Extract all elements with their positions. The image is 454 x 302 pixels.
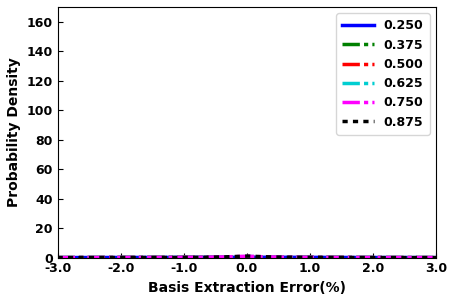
0.750 <box>217 255 222 259</box>
0.625 <box>55 256 60 259</box>
0.500 <box>244 255 249 259</box>
Legend: 0.250, 0.375, 0.500, 0.625, 0.750, 0.875: 0.250, 0.375, 0.500, 0.625, 0.750, 0.875 <box>336 13 430 135</box>
0.250 <box>426 256 431 259</box>
0.375 <box>433 256 439 259</box>
Line: 0.250: 0.250 <box>58 257 436 258</box>
Line: 0.750: 0.750 <box>58 256 436 258</box>
0.750 <box>98 256 104 259</box>
0.250 <box>55 256 60 259</box>
0.375 <box>426 256 431 259</box>
0.875 <box>433 256 439 259</box>
0.375 <box>385 256 390 259</box>
0.500 <box>426 256 431 259</box>
0.750 <box>244 254 249 258</box>
0.875 <box>200 255 205 259</box>
0.875 <box>120 256 126 259</box>
X-axis label: Basis Extraction Error(%): Basis Extraction Error(%) <box>148 281 346 295</box>
0.500 <box>120 256 126 259</box>
0.250 <box>244 255 249 259</box>
0.375 <box>98 256 104 259</box>
0.375 <box>217 255 222 259</box>
0.625 <box>98 256 104 259</box>
0.875 <box>217 255 222 259</box>
0.625 <box>244 255 249 258</box>
0.625 <box>385 256 390 259</box>
0.875 <box>426 256 431 259</box>
0.625 <box>433 256 439 259</box>
0.250 <box>217 255 222 259</box>
0.875 <box>244 254 249 258</box>
0.750 <box>385 256 390 259</box>
0.750 <box>200 255 205 259</box>
0.500 <box>217 255 222 259</box>
0.750 <box>55 256 60 259</box>
0.500 <box>98 256 104 259</box>
0.250 <box>385 256 390 259</box>
0.375 <box>244 255 249 259</box>
Line: 0.375: 0.375 <box>58 257 436 258</box>
0.375 <box>55 256 60 259</box>
0.750 <box>426 256 431 259</box>
0.250 <box>433 256 439 259</box>
0.500 <box>385 256 390 259</box>
0.750 <box>433 256 439 259</box>
0.625 <box>217 255 222 259</box>
Line: 0.875: 0.875 <box>58 256 436 258</box>
0.625 <box>200 255 205 259</box>
0.625 <box>120 256 126 259</box>
Y-axis label: Probability Density: Probability Density <box>7 57 21 207</box>
0.375 <box>200 255 205 259</box>
0.500 <box>433 256 439 259</box>
0.500 <box>200 255 205 259</box>
0.625 <box>426 256 431 259</box>
0.875 <box>55 256 60 259</box>
0.250 <box>200 255 205 259</box>
0.250 <box>120 256 126 259</box>
0.500 <box>55 256 60 259</box>
Line: 0.500: 0.500 <box>58 257 436 258</box>
0.875 <box>98 256 104 259</box>
0.750 <box>120 256 126 259</box>
Line: 0.625: 0.625 <box>58 256 436 258</box>
0.375 <box>120 256 126 259</box>
0.875 <box>385 256 390 259</box>
0.250 <box>98 256 104 259</box>
